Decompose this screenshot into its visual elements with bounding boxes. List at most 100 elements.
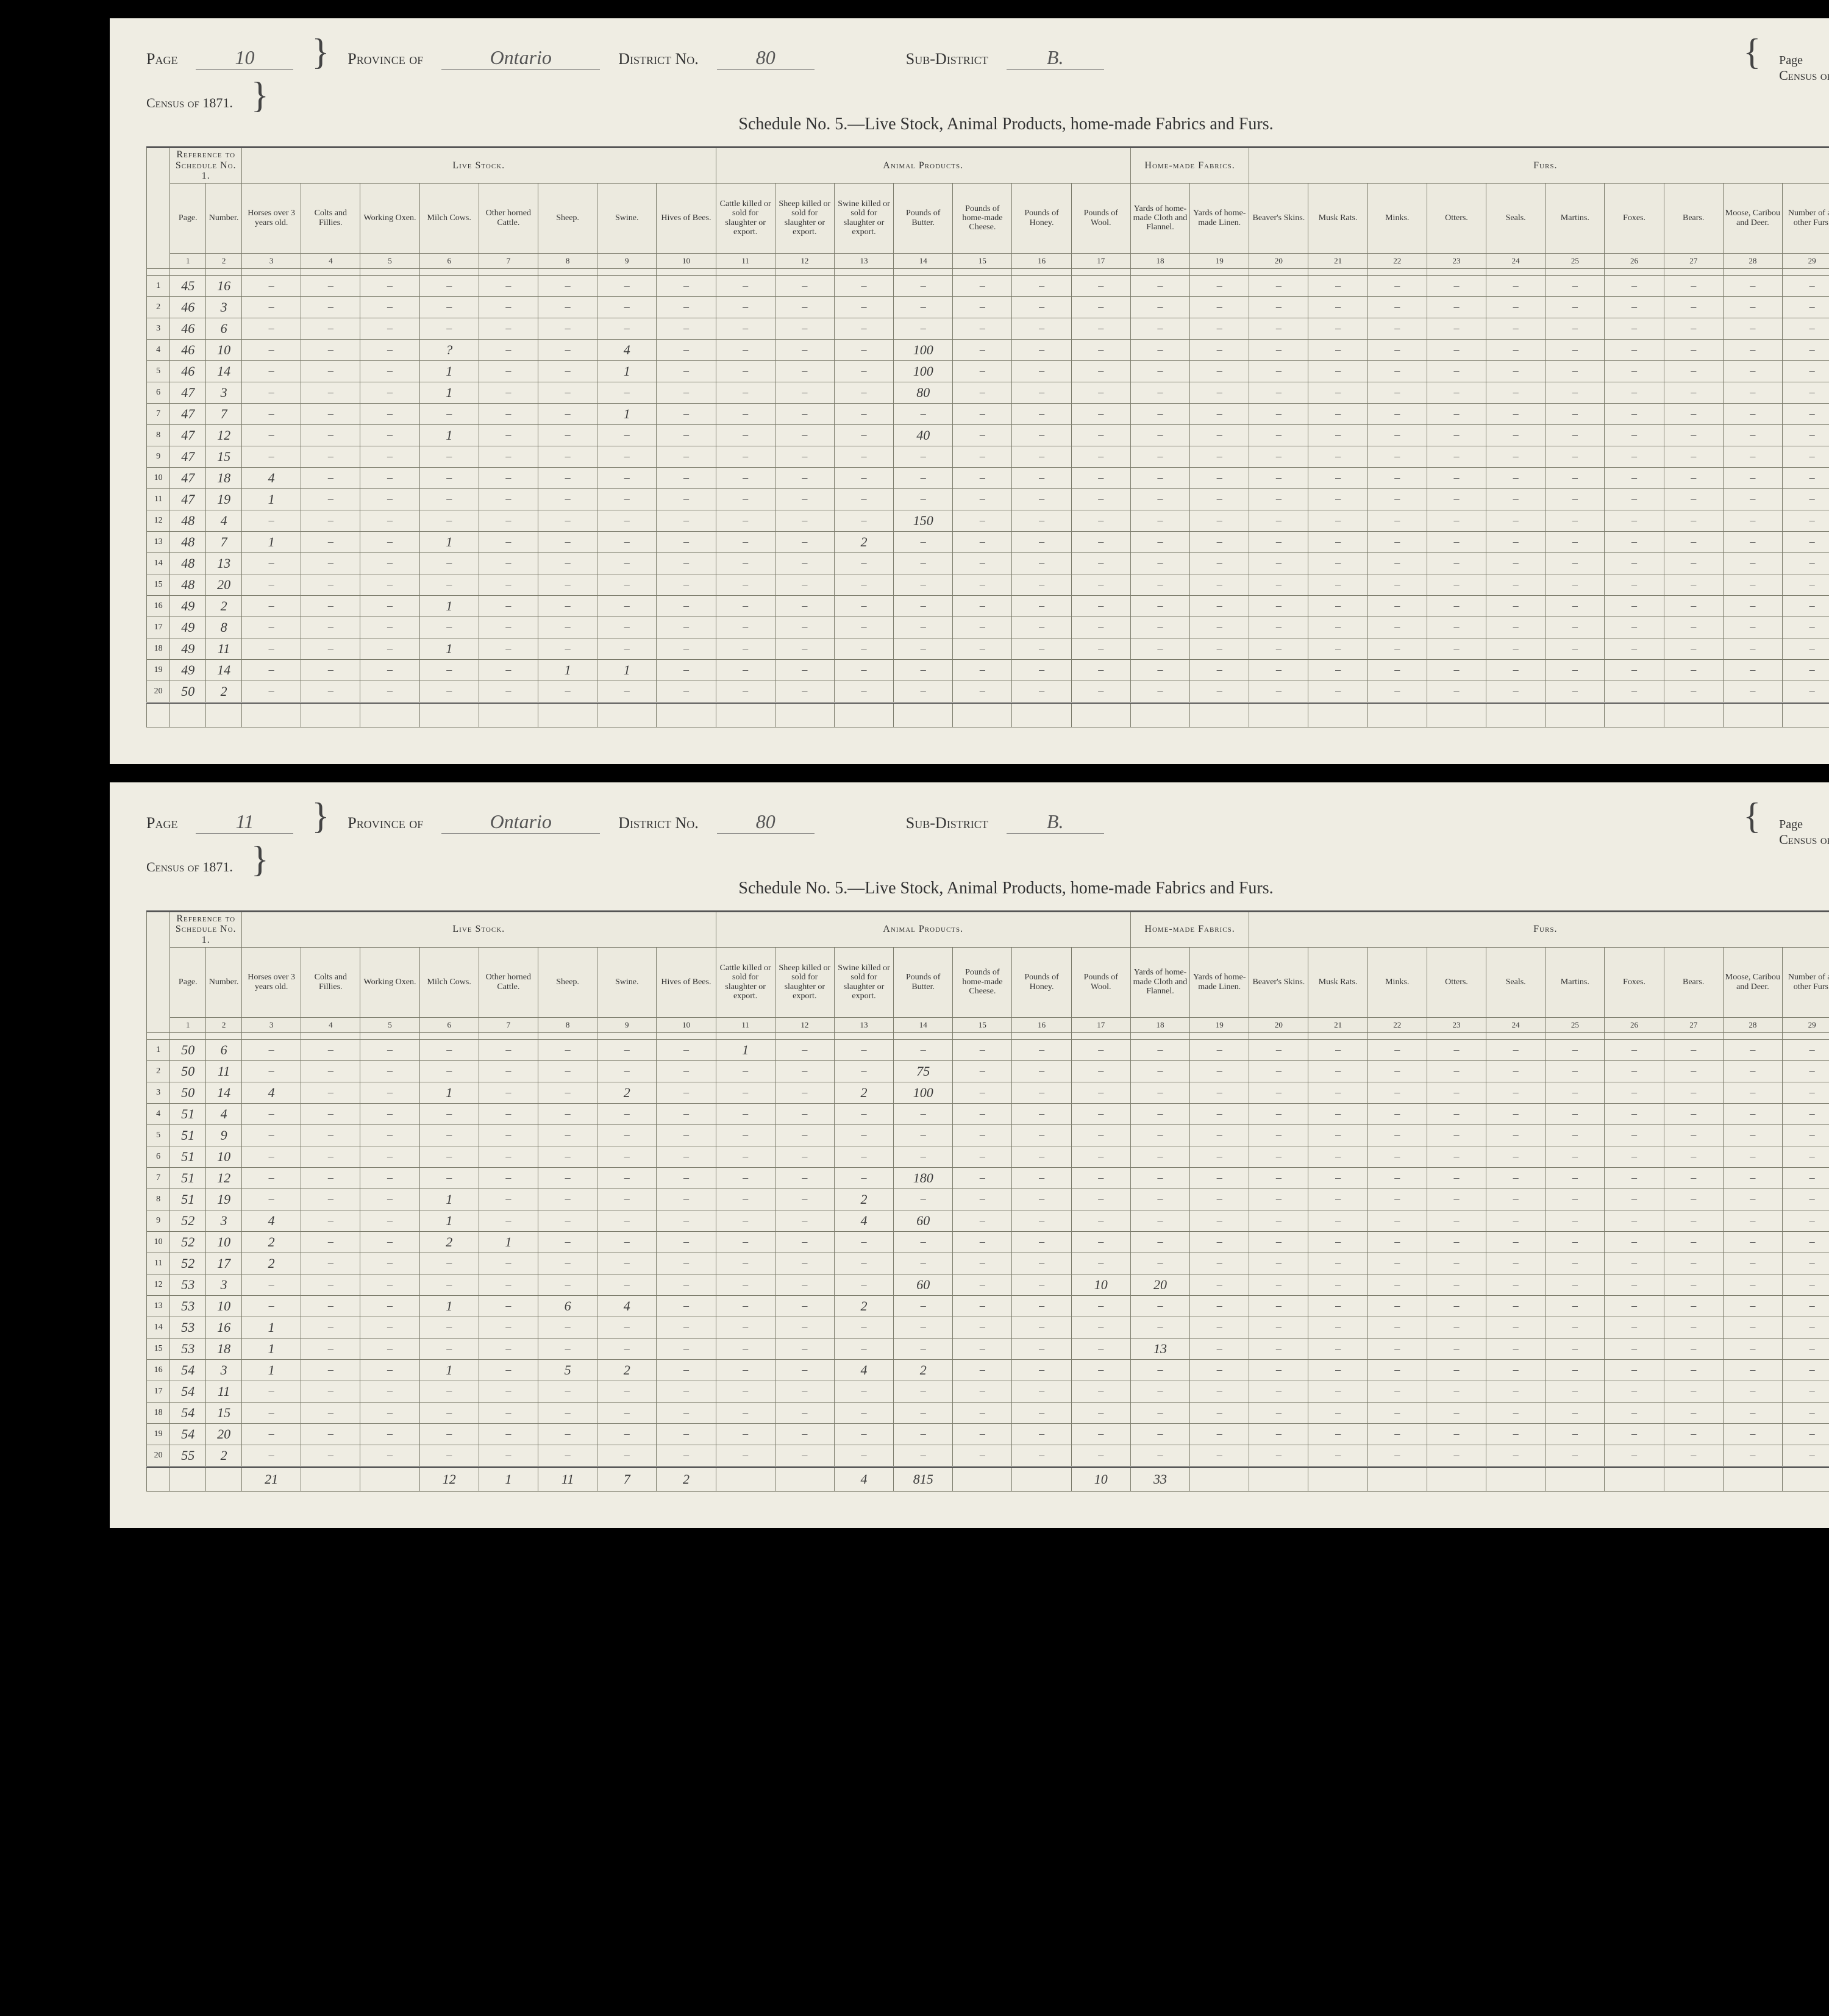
cell <box>1190 617 1249 638</box>
cell <box>953 1274 1012 1295</box>
cell <box>538 1274 597 1295</box>
cell <box>1308 1381 1367 1402</box>
cell <box>1012 1082 1071 1103</box>
cell <box>657 1402 716 1423</box>
cell <box>775 638 834 659</box>
cell <box>1546 1167 1605 1189</box>
cell <box>360 552 419 574</box>
cell <box>479 552 538 574</box>
cell <box>301 1103 360 1124</box>
cell <box>716 1060 775 1082</box>
col-number: 6 <box>419 253 479 268</box>
cell <box>360 1295 419 1317</box>
cell <box>1546 1060 1605 1082</box>
cell <box>242 1167 301 1189</box>
cell <box>1071 1167 1130 1189</box>
cell <box>538 318 597 339</box>
cell <box>419 1124 479 1146</box>
cell <box>360 275 419 296</box>
cell: 1 <box>419 1295 479 1317</box>
row-number-left: 8 <box>147 1189 170 1210</box>
table-row: 15531811315 <box>147 1338 1829 1359</box>
cell <box>953 1253 1012 1274</box>
col-header: Horses over 3 years old. <box>242 183 301 253</box>
cell <box>360 574 419 595</box>
col-number: 5 <box>360 1017 419 1032</box>
col-header: Otters. <box>1427 183 1486 253</box>
cell <box>1130 467 1189 488</box>
cell <box>301 1295 360 1317</box>
cell <box>1308 403 1367 424</box>
cell <box>894 446 953 467</box>
cell <box>1012 574 1071 595</box>
cell <box>1130 552 1189 574</box>
cell <box>1546 659 1605 681</box>
col-header: Musk Rats. <box>1308 183 1367 253</box>
cell <box>953 1167 1012 1189</box>
row-number-left: 9 <box>147 1210 170 1231</box>
cell <box>360 1060 419 1082</box>
cell <box>657 382 716 403</box>
cell <box>360 339 419 360</box>
cell <box>419 318 479 339</box>
cell <box>1367 1039 1427 1060</box>
col-number: 3 <box>242 253 301 268</box>
col-number: 24 <box>1486 1017 1546 1032</box>
cell <box>657 1039 716 1060</box>
cell <box>419 1146 479 1167</box>
cell <box>1190 1274 1249 1295</box>
cell <box>1782 510 1829 531</box>
col-number: 29 <box>1782 1017 1829 1032</box>
cell <box>657 1124 716 1146</box>
col-header: Bears. <box>1664 947 1723 1017</box>
cell <box>1782 1103 1829 1124</box>
cell <box>538 638 597 659</box>
cell <box>1071 296 1130 318</box>
cell <box>1486 638 1546 659</box>
cell <box>834 1402 893 1423</box>
cell <box>1546 446 1605 467</box>
cell: 12 <box>206 1167 242 1189</box>
cell <box>953 467 1012 488</box>
row-number-left: 19 <box>147 1423 170 1445</box>
cell <box>894 1445 953 1467</box>
cell <box>775 531 834 552</box>
cell <box>1012 1338 1071 1359</box>
cell <box>1308 617 1367 638</box>
cell <box>1308 446 1367 467</box>
cell <box>834 617 893 638</box>
cell <box>1723 446 1782 467</box>
cell <box>1723 1082 1782 1103</box>
cell <box>1367 403 1427 424</box>
cell <box>1427 638 1486 659</box>
cell <box>419 1274 479 1295</box>
cell <box>1486 1402 1546 1423</box>
col-number: 5 <box>360 253 419 268</box>
cell <box>597 1167 657 1189</box>
total-cell <box>1012 1467 1071 1491</box>
cell <box>1249 488 1308 510</box>
cell <box>301 1381 360 1402</box>
cell: 14 <box>206 360 242 382</box>
col-number: 15 <box>953 253 1012 268</box>
cell <box>1664 467 1723 488</box>
cell <box>1367 424 1427 446</box>
cell <box>360 1189 419 1210</box>
cell <box>775 1274 834 1295</box>
cell <box>1308 1423 1367 1445</box>
cell <box>1367 1274 1427 1295</box>
col-number: 22 <box>1367 253 1427 268</box>
col-header: Working Oxen. <box>360 183 419 253</box>
cell <box>1782 318 1829 339</box>
row-number-left: 15 <box>147 1338 170 1359</box>
col-number: 23 <box>1427 1017 1486 1032</box>
cell <box>1130 531 1189 552</box>
cell: 1 <box>419 382 479 403</box>
cell <box>894 1295 953 1317</box>
cell <box>1249 1124 1308 1146</box>
cell: 1 <box>419 531 479 552</box>
cell <box>1071 638 1130 659</box>
cell <box>360 296 419 318</box>
cell <box>1130 595 1189 617</box>
cell <box>716 659 775 681</box>
